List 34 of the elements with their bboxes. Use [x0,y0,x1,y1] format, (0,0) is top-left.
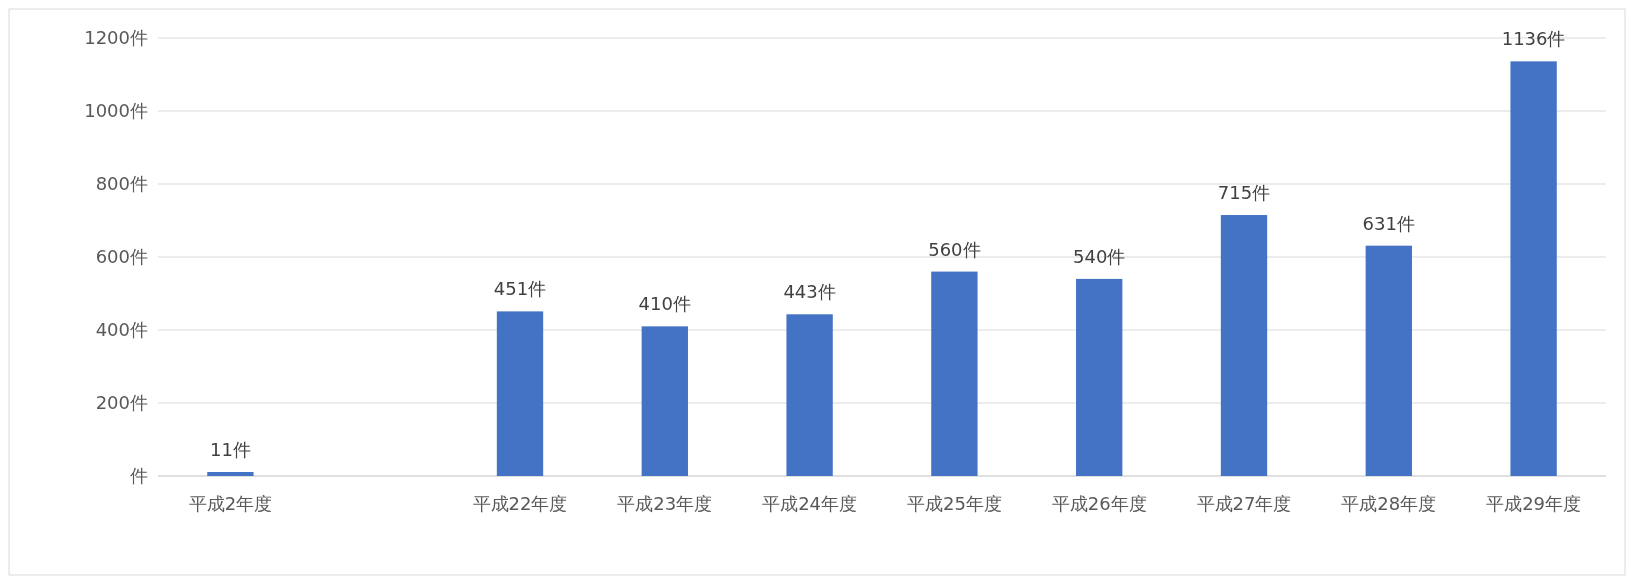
x-tick-label: 平成23年度 [617,493,713,514]
data-label: 451件 [493,278,547,300]
data-label: 715件 [1217,182,1271,204]
bar [1076,278,1123,476]
data-label: 11件 [209,438,251,460]
data-label: 1136件 [1501,28,1566,50]
bar [207,471,254,476]
data-label: 443件 [783,281,836,303]
bar [1220,215,1268,476]
y-tick-label: 1000件 [84,100,148,122]
data-label: 631件 [1362,212,1415,234]
y-tick-label: 400件 [95,319,148,341]
bar [641,326,688,476]
bar [496,311,544,476]
y-tick-label: 600件 [95,246,148,268]
x-tick-label: 平成27年度 [1196,493,1292,514]
bar [931,271,978,476]
y-tick-label: 1200件 [84,27,148,49]
x-tick-label: 平成28年度 [1341,493,1437,514]
data-label: 410件 [638,293,691,315]
y-tick-label: 800件 [95,173,148,195]
x-tick-label: 平成25年度 [906,493,1002,514]
data-label: 560件 [928,238,981,260]
x-tick-label: 平成2年度 [188,493,273,514]
x-tick-label: 平成24年度 [762,493,858,514]
x-tick-label: 平成26年度 [1051,493,1147,514]
data-label: 540件 [1073,245,1126,267]
bar [786,314,833,476]
x-tick-label: 平成22年度 [472,493,568,514]
y-tick-label: 件 [130,465,148,487]
bar [1365,245,1412,476]
y-tick-label: 200件 [95,392,148,414]
bar [1510,61,1557,476]
x-tick-label: 平成29年度 [1486,493,1582,514]
